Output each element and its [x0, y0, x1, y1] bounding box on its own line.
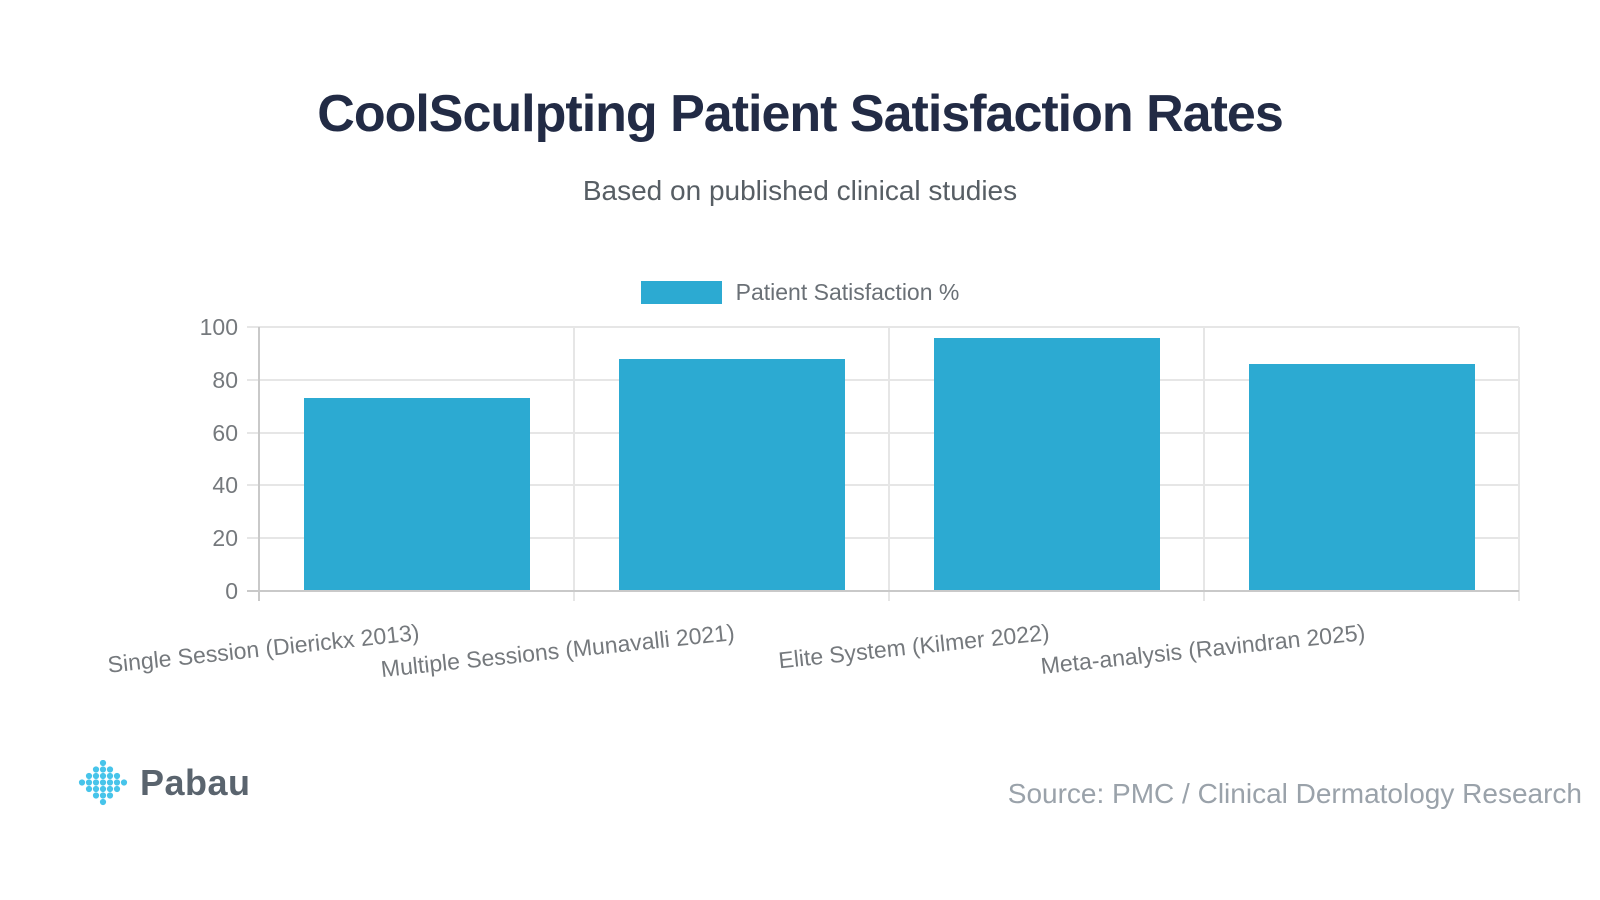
gridline-y-40: [247, 484, 1519, 487]
chart-subtitle: Based on published clinical studies: [582, 175, 1018, 206]
gridline-x-2: [888, 327, 890, 601]
legend-swatch: [640, 281, 722, 304]
pabau-logo-text: Pabau: [140, 762, 251, 803]
y-tick-label: 100: [199, 314, 238, 340]
bar-2: [618, 358, 845, 591]
gridline-x-3: [1203, 327, 1205, 601]
gridline-y-80: [247, 378, 1519, 381]
bar-3: [933, 337, 1160, 591]
gridline-y-100: [247, 326, 1519, 328]
y-tick-label: 80: [212, 366, 238, 393]
gridline-y-20: [247, 537, 1519, 540]
x-tick-label: Single Session (Dierickx 2013): [106, 619, 421, 678]
x-tick-label: Multiple Sessions (Munavalli 2021): [379, 619, 736, 683]
chart-title: CoolSculpting Patient Satisfaction Rates: [317, 85, 1283, 143]
y-axis-line: [258, 327, 260, 601]
bar-chart-plot: 0 20 40 60 80 100 Single Session (Dierickx 20…: [107, 314, 1520, 682]
bar-1: [303, 398, 530, 591]
legend-label: Patient Satisfaction %: [735, 279, 960, 305]
bar-4: [1248, 363, 1475, 591]
pabau-logo: Pabau: [78, 760, 251, 806]
gridline-y-60: [247, 431, 1519, 434]
gridline-x-1: [573, 327, 575, 601]
y-tick-label: 40: [212, 472, 238, 499]
y-tick-label: 0: [225, 578, 238, 604]
y-tick-label: 60: [212, 419, 238, 446]
gridline-x-4: [1518, 327, 1520, 601]
x-tick-label: Elite System (Kilmer 2022): [777, 619, 1051, 674]
y-tick-label: 20: [212, 525, 238, 552]
x-tick-label: Meta-analysis (Ravindran 2025): [1038, 619, 1366, 680]
pabau-logo-icon: [78, 760, 128, 806]
source-attribution: Source: PMC / Clinical Dermatology Resea…: [1007, 778, 1582, 809]
x-axis-line: [247, 590, 1519, 592]
legend: Patient Satisfaction %: [0, 279, 1600, 306]
